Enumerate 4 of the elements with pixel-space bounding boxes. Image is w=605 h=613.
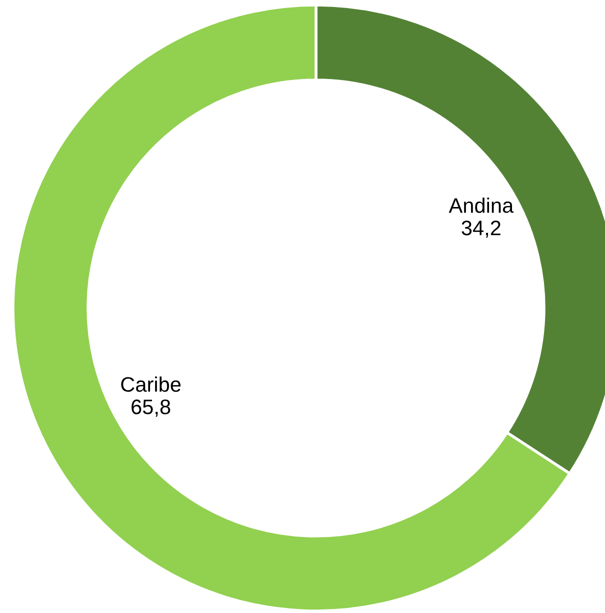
data-label: 34,2 <box>462 220 500 238</box>
slice-label: Andina <box>448 198 514 213</box>
slice-label: Caribe <box>121 376 181 392</box>
data-label: 65,8 <box>132 400 170 417</box>
